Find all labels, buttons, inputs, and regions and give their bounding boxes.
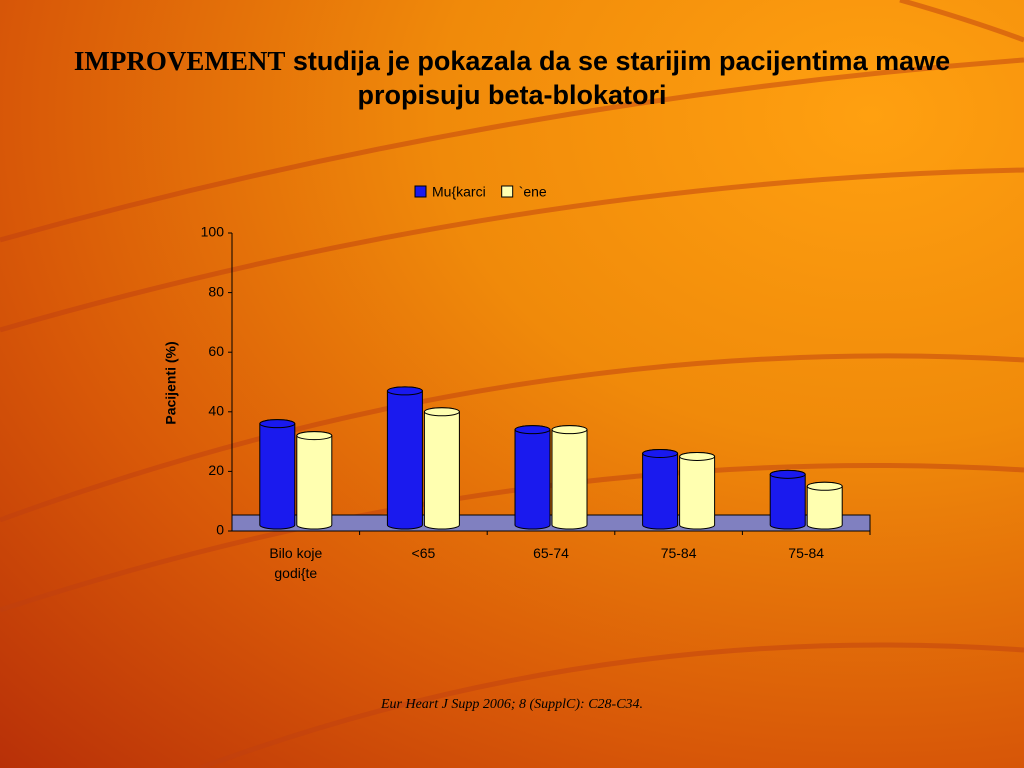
bar (423, 407, 460, 530)
bar-cap (551, 425, 588, 435)
bar-cap (423, 407, 460, 417)
bar-cap (514, 425, 551, 435)
bar (386, 386, 423, 530)
legend-label: `ene (519, 184, 547, 200)
x-tick-label: <65 (411, 545, 436, 561)
bar (551, 425, 588, 530)
bar (679, 451, 716, 530)
bar (769, 469, 806, 530)
title-text: studija je pokazala da se starijim pacij… (292, 46, 951, 110)
x-tick-label: 75-84 (660, 545, 697, 561)
y-tick-label: 100 (201, 224, 225, 240)
bar-cap (386, 386, 423, 396)
bar-cap (769, 469, 806, 479)
slide-title: IMPROVEMENT studija je pokazala da se st… (30, 44, 994, 112)
bar-cap (642, 448, 679, 458)
y-tick-label: 20 (208, 462, 224, 478)
bar (514, 425, 551, 530)
y-tick-label: 40 (208, 403, 224, 419)
y-axis-label: Pacijenti (%) (163, 341, 179, 424)
citation: Eur Heart J Supp 2006; 8 (SupplC): C28-C… (380, 697, 644, 712)
legend-swatch (414, 185, 427, 198)
legend-label: Mu{karci (432, 184, 486, 200)
y-tick-label: 0 (216, 522, 224, 538)
x-tick-label: Bilo koje godi{te (269, 545, 323, 581)
title-lead: IMPROVEMENT (73, 46, 286, 76)
bar (259, 419, 296, 530)
bar-cap (296, 431, 333, 441)
x-tick-label: 75-84 (788, 545, 825, 561)
bar-cap (806, 481, 843, 491)
x-tick-label: 65-74 (533, 545, 569, 561)
bar-cap (679, 451, 716, 461)
bar (642, 448, 679, 530)
bar (296, 431, 333, 530)
legend-swatch (501, 185, 514, 198)
bar-cap (259, 419, 296, 429)
y-tick-label: 80 (208, 283, 224, 299)
y-tick-label: 60 (208, 343, 224, 359)
